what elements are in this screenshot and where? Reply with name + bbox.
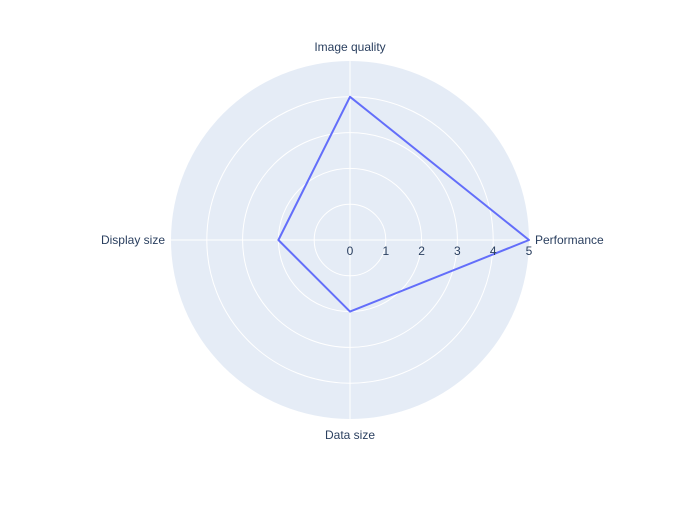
radial-tick-label-1: 1 (382, 244, 389, 258)
axis-label-display-size: Display size (101, 233, 165, 247)
axis-label-image-quality: Image quality (314, 40, 385, 54)
radial-tick-label-2: 2 (418, 244, 425, 258)
axis-label-data-size: Data size (325, 428, 375, 442)
radial-tick-label-0: 0 (347, 244, 354, 258)
radial-tick-label-3: 3 (454, 244, 461, 258)
radial-tick-label-5: 5 (526, 244, 533, 258)
radial-tick-label-4: 4 (490, 244, 497, 258)
axis-label-performance: Performance (535, 233, 604, 247)
